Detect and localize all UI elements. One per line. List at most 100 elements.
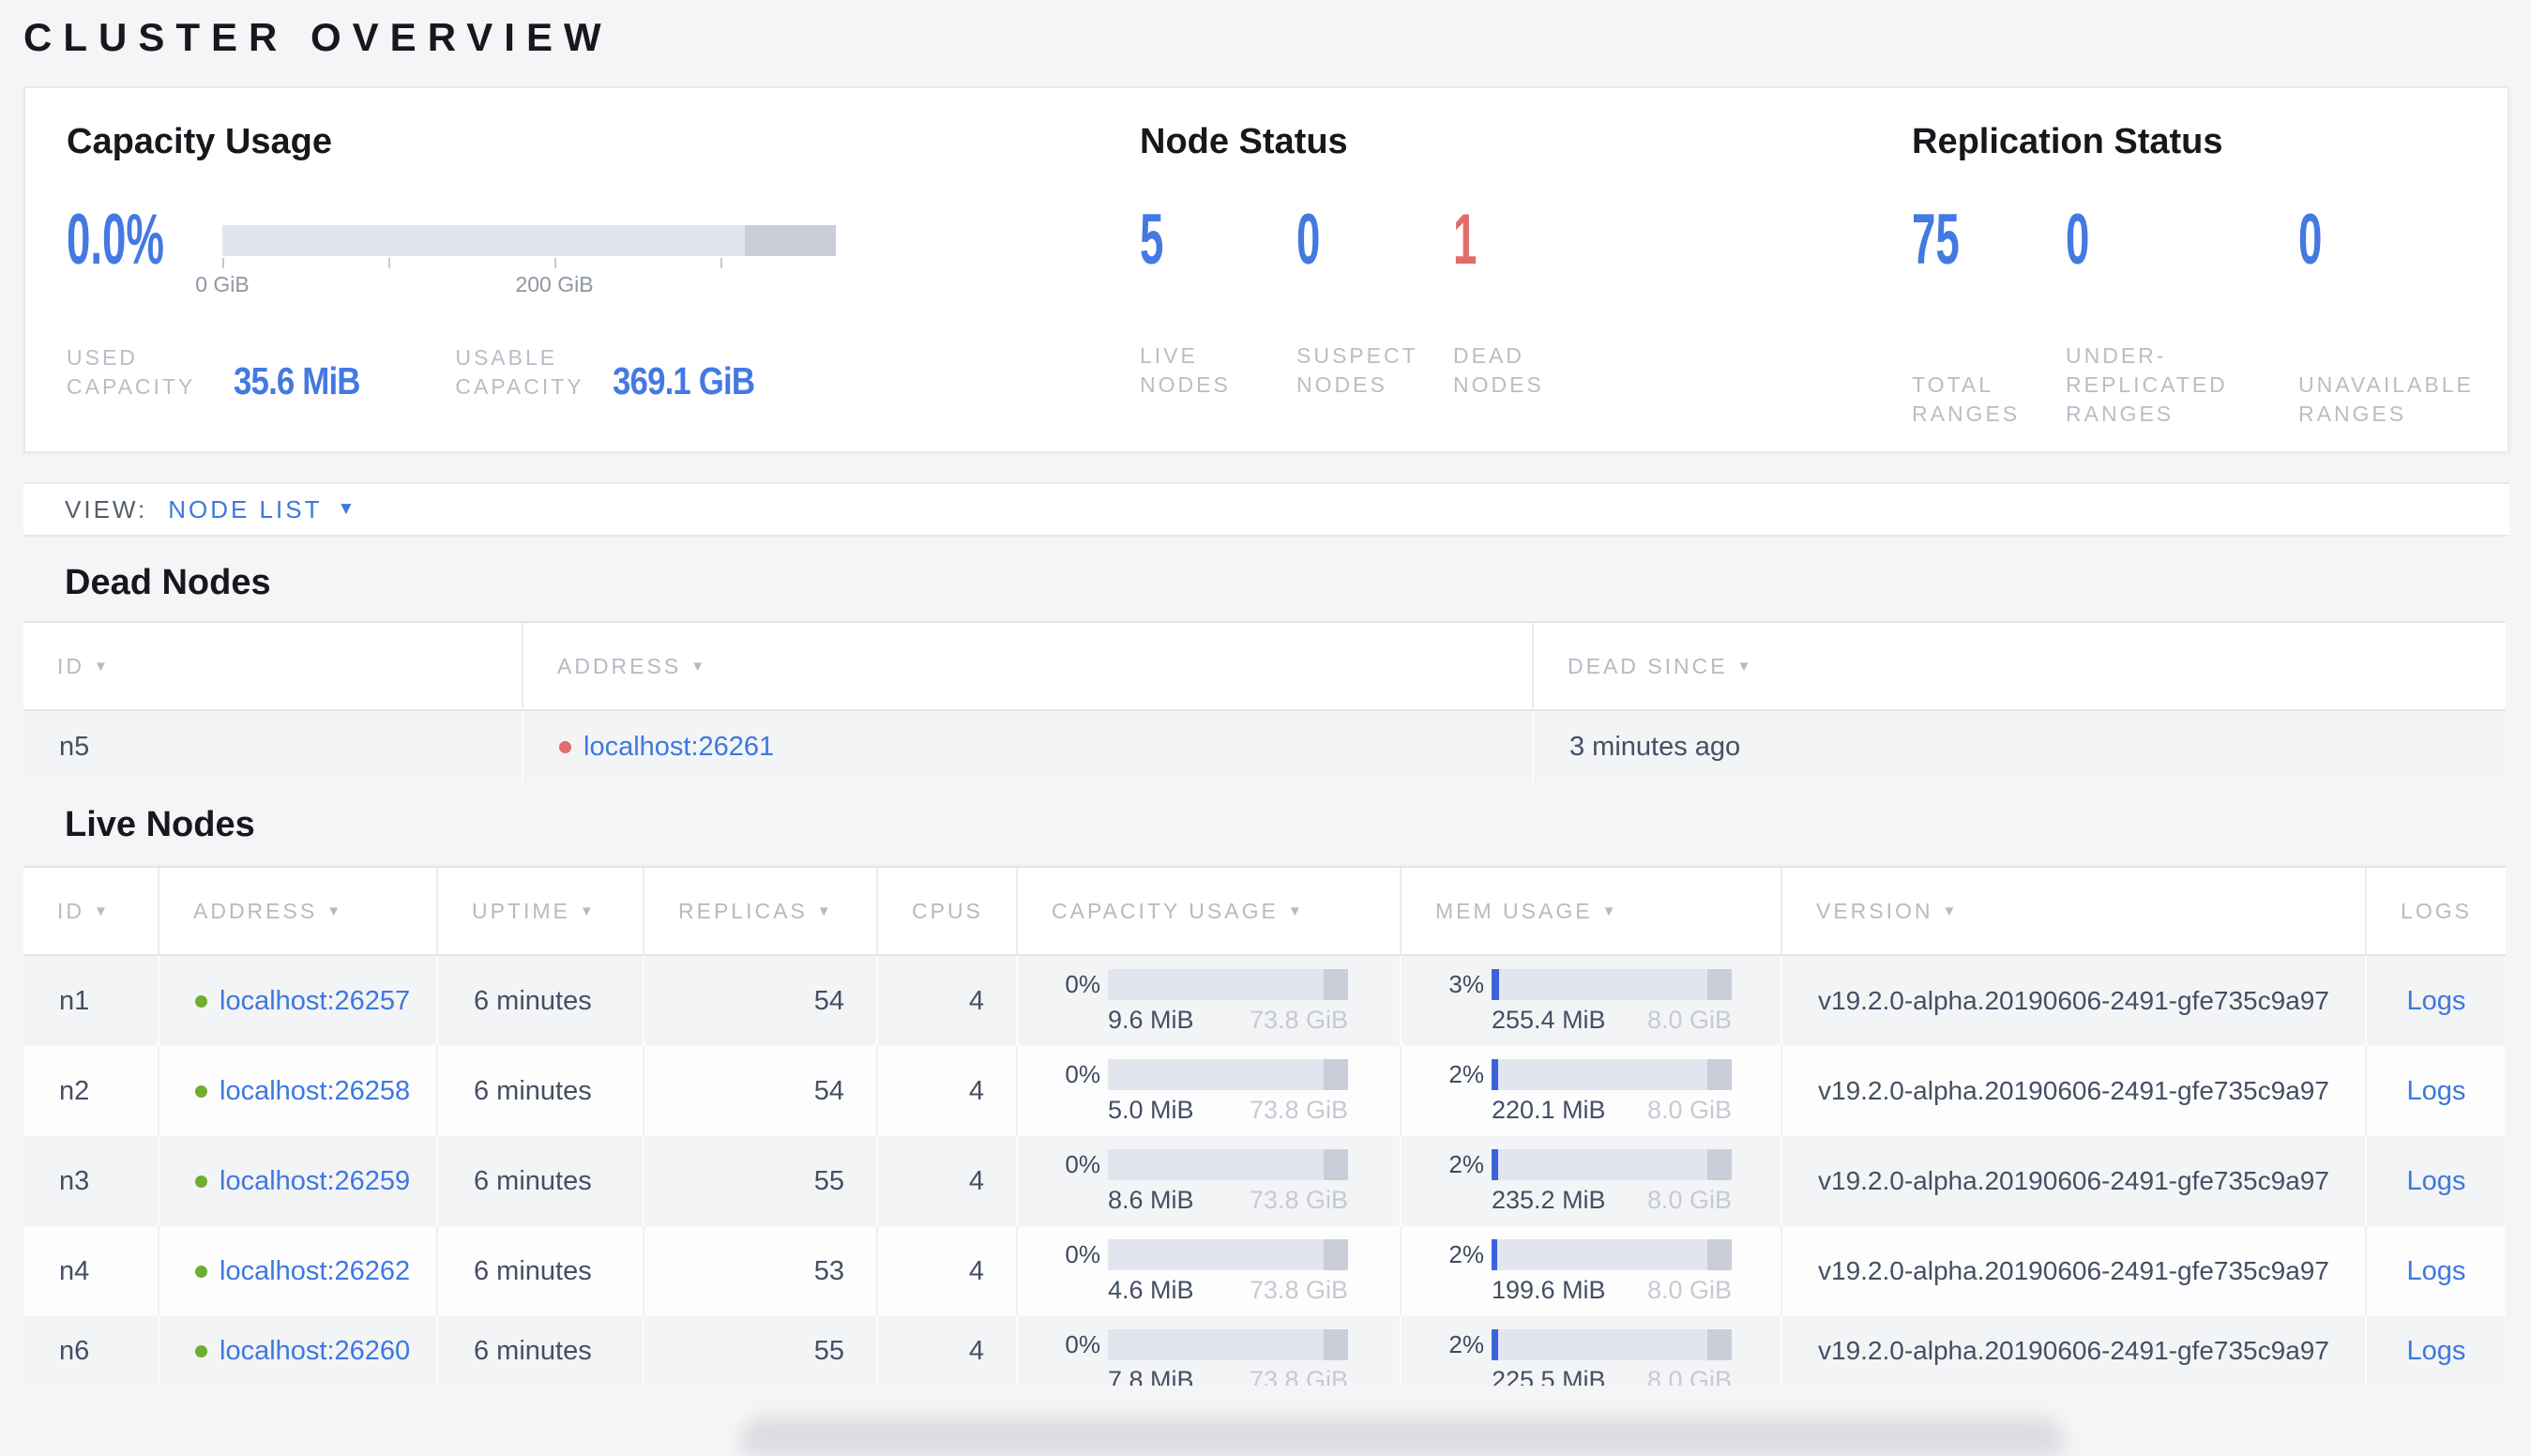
live-node-id: n4 — [23, 1226, 159, 1316]
replication-labels: TOTAL RANGES UNDER-REPLICATED RANGES UNA… — [1912, 341, 2486, 429]
dead-header-address[interactable]: ADDRESS ▼ — [523, 623, 1534, 709]
mem-bar-reserved-segment — [1707, 1059, 1732, 1090]
mem-percent: 2% — [1448, 1060, 1484, 1088]
live-node-version: v19.2.0-alpha.20190606-2491-gfe735c9a97 — [1782, 1136, 2367, 1226]
live-node-address-cell: localhost:26257 — [159, 956, 438, 1046]
axis-label-0gib: 0 GiB — [195, 272, 250, 296]
live-node-capacity-cell: 0% 7.8 MiB 73.8 GiB — [1018, 1316, 1402, 1386]
live-header-address[interactable]: ADDRESS ▼ — [159, 868, 438, 954]
live-header-replicas[interactable]: REPLICAS ▼ — [644, 868, 878, 954]
mem-percent: 2% — [1448, 1240, 1484, 1268]
live-header-cpus[interactable]: CPUS — [878, 868, 1018, 954]
live-node-id: n1 — [23, 956, 159, 1046]
dead-node-address-link[interactable]: localhost:26261 — [583, 731, 775, 762]
logs-link[interactable]: Logs — [2406, 1165, 2466, 1196]
mem-bar-reserved-segment — [1707, 1329, 1732, 1360]
capacity-bar-reserved-segment — [1324, 1329, 1348, 1360]
mem-mini-bar — [1492, 1059, 1732, 1090]
live-status-dot-icon — [195, 1344, 207, 1357]
live-node-cpus: 4 — [878, 956, 1018, 1046]
view-mode-selected[interactable]: NODE LIST — [168, 494, 323, 523]
bottom-shadow — [741, 1417, 2064, 1456]
logs-link[interactable]: Logs — [2406, 1075, 2466, 1106]
sort-desc-icon: ▼ — [690, 658, 708, 675]
live-node-logs-cell: Logs — [2367, 1316, 2506, 1386]
live-header-capacity-usage[interactable]: CAPACITY USAGE ▼ — [1018, 868, 1402, 954]
used-capacity-value: 35.6 MiB — [234, 359, 360, 402]
live-node-cpus: 4 — [878, 1136, 1018, 1226]
capacity-bar-reserved-segment — [1324, 969, 1348, 1000]
capacity-bar: 0 GiB 200 GiB — [195, 225, 836, 296]
live-nodes-count: 5 — [1140, 200, 1164, 280]
live-node-cpus: 4 — [878, 1046, 1018, 1136]
mem-total-value: 8.0 GiB — [1646, 1366, 1732, 1386]
live-node-mem-cell: 2% 199.6 MiB 8.0 GiB — [1402, 1226, 1782, 1316]
cluster-summary-card: Capacity Usage 0.0% 0 GiB 200 GiB — [23, 86, 2509, 453]
capacity-percent: 0% — [1065, 1060, 1100, 1088]
sort-desc-icon: ▼ — [1601, 902, 1619, 919]
live-status-dot-icon — [195, 1175, 207, 1188]
live-node-row: n4 localhost:26262 6 minutes 53 4 0% 4.6… — [23, 1226, 2506, 1316]
live-node-row: n2 localhost:26258 6 minutes 54 4 0% 5.0… — [23, 1046, 2506, 1136]
live-node-logs-cell: Logs — [2367, 956, 2506, 1046]
live-node-mem-cell: 2% 235.2 MiB 8.0 GiB — [1402, 1136, 1782, 1226]
mem-bar-fill — [1492, 1149, 1499, 1180]
usable-capacity-value: 369.1 GiB — [613, 359, 755, 402]
capacity-bar-reserved-segment — [1324, 1059, 1348, 1090]
live-node-uptime: 6 minutes — [438, 956, 644, 1046]
live-node-id: n6 — [23, 1316, 159, 1386]
live-node-address-link[interactable]: localhost:26258 — [220, 1075, 411, 1106]
live-node-address-link[interactable]: localhost:26257 — [220, 985, 411, 1016]
live-node-uptime: 6 minutes — [438, 1136, 644, 1226]
capacity-bar-ticks — [222, 258, 836, 269]
dead-node-row: n5 localhost:26261 3 minutes ago — [23, 711, 2506, 782]
sort-desc-icon: ▼ — [579, 902, 597, 919]
node-status-heading: Node Status — [1140, 122, 1348, 161]
logs-link[interactable]: Logs — [2406, 985, 2466, 1016]
live-node-cpus: 4 — [878, 1316, 1018, 1386]
capacity-bar-track — [222, 225, 836, 256]
mem-mini-bar — [1492, 1329, 1732, 1360]
live-node-version: v19.2.0-alpha.20190606-2491-gfe735c9a97 — [1782, 956, 2367, 1046]
capacity-used-value: 5.0 MiB — [1108, 1096, 1194, 1124]
mem-percent: 2% — [1448, 1150, 1484, 1178]
suspect-nodes-label: SUSPECT NODES — [1296, 343, 1418, 397]
mem-bar-reserved-segment — [1707, 1239, 1732, 1270]
dead-header-dead-since[interactable]: DEAD SINCE ▼ — [1568, 653, 1754, 678]
live-header-mem-usage[interactable]: MEM USAGE ▼ — [1402, 868, 1782, 954]
live-node-address-link[interactable]: localhost:26260 — [220, 1335, 411, 1366]
logs-link[interactable]: Logs — [2406, 1335, 2466, 1366]
view-mode-dropdown[interactable]: NODE LIST ▼ — [168, 495, 355, 524]
live-node-capacity-cell: 0% 9.6 MiB 73.8 GiB — [1018, 956, 1402, 1046]
live-status-dot-icon — [195, 1084, 207, 1098]
under-replicated-ranges-label: UNDER-REPLICATED RANGES — [2066, 343, 2228, 426]
dead-node-id: n5 — [23, 711, 523, 782]
capacity-bar-reserved-segment — [745, 225, 836, 256]
axis-label-200gib: 200 GiB — [515, 272, 594, 296]
sort-desc-icon: ▼ — [1736, 658, 1754, 675]
mem-total-value: 8.0 GiB — [1646, 1186, 1732, 1214]
logs-link[interactable]: Logs — [2406, 1255, 2466, 1286]
capacity-percent: 0% — [1065, 970, 1100, 998]
capacity-percent: 0% — [1065, 1240, 1100, 1268]
live-header-id[interactable]: ID ▼ — [23, 868, 159, 954]
live-header-version[interactable]: VERSION ▼ — [1782, 868, 2367, 954]
live-node-replicas: 55 — [644, 1136, 878, 1226]
live-node-address-link[interactable]: localhost:26262 — [220, 1255, 411, 1286]
dropdown-arrow-icon[interactable]: ▼ — [337, 499, 356, 519]
capacity-percent-row: 0.0% — [67, 205, 229, 280]
capacity-bar-reserved-segment — [1324, 1239, 1348, 1270]
live-status-dot-icon — [195, 1265, 207, 1278]
live-header-uptime[interactable]: UPTIME ▼ — [438, 868, 644, 954]
dead-header-id[interactable]: ID ▼ — [23, 623, 523, 709]
tick-mark — [720, 258, 722, 268]
replication-status-section: Replication Status 75 0 0 TOTAL RANGES U… — [1912, 122, 2493, 426]
mem-used-value: 225.5 MiB — [1492, 1366, 1606, 1386]
live-node-id: n2 — [23, 1046, 159, 1136]
tick-mark — [554, 258, 556, 268]
total-ranges-count: 75 — [1912, 200, 1960, 280]
live-node-mem-cell: 2% 220.1 MiB 8.0 GiB — [1402, 1046, 1782, 1136]
live-node-address-link[interactable]: localhost:26259 — [220, 1165, 411, 1196]
usable-capacity-label: USABLE CAPACITY — [455, 345, 584, 399]
mem-used-value: 220.1 MiB — [1492, 1096, 1606, 1124]
